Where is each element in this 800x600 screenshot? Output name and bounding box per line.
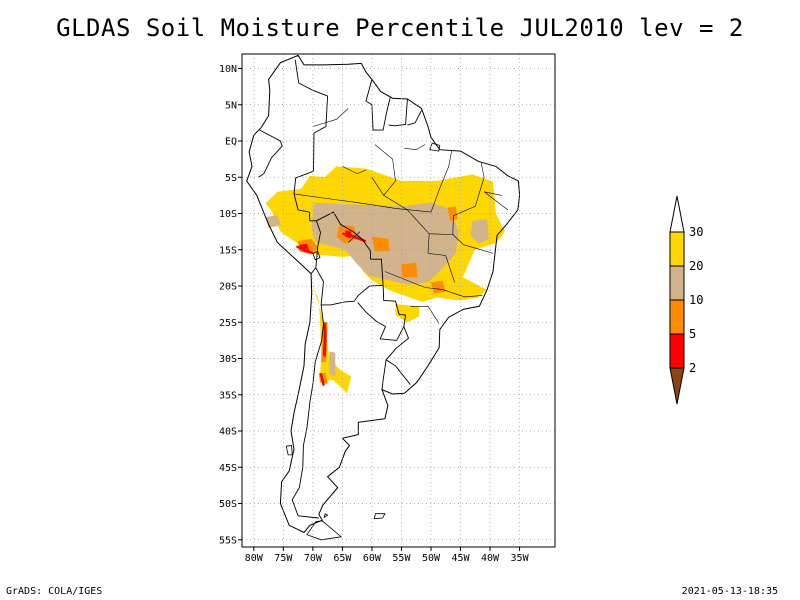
x-tick-label-8: 40W: [481, 553, 500, 564]
state-border-3: [429, 162, 485, 235]
state-border-12: [348, 231, 361, 243]
shade-region-p30-2: [395, 304, 420, 323]
y-tick-label-4: 10S: [219, 209, 237, 220]
y-tick-label-2: EQ: [225, 137, 237, 148]
colorbar-cap-bottom: [669, 367, 685, 405]
shade-region-p10-9: [401, 262, 418, 278]
x-tick-label-9: 35W: [511, 553, 530, 564]
footer-credit: GrADS: COLA/IGES: [6, 586, 103, 597]
y-tick-label-0: 10N: [219, 64, 237, 75]
y-tick-label-5: 15S: [219, 245, 237, 256]
y-tick-label-13: 55S: [219, 535, 237, 546]
shade-streak-p5-3: [319, 373, 325, 386]
continent-coastline: [246, 54, 521, 534]
y-tick-label-11: 45S: [219, 463, 237, 474]
island-or-lake-3: [373, 513, 386, 520]
country-border-1: [365, 79, 391, 131]
y-tick-label-10: 40S: [219, 427, 237, 438]
state-border-6: [410, 305, 440, 324]
colorbar-cap-top: [669, 195, 685, 233]
lat-lon-grid: [242, 54, 555, 547]
x-tick-label-4: 60W: [363, 553, 382, 564]
colorbar-segment-3: [669, 333, 685, 369]
country-border-9: [316, 211, 384, 286]
x-tick-label-2: 70W: [304, 553, 323, 564]
island-or-lake-2: [306, 520, 343, 541]
state-border-8: [404, 144, 426, 151]
map-title: GLDAS Soil Moisture Percentile JUL2010 l…: [56, 14, 744, 42]
island-or-lake-1: [323, 513, 329, 519]
country-border-4: [258, 129, 283, 178]
y-tick-label-6: 20S: [219, 282, 237, 293]
y-tick-label-3: 5S: [225, 173, 237, 184]
y-tick-label-7: 25S: [219, 318, 237, 329]
colorbar-segment-2: [669, 299, 685, 335]
shade-region-p10-11: [447, 206, 458, 221]
x-tick-label-7: 45W: [451, 553, 470, 564]
country-border-12: [385, 326, 411, 385]
x-tick-label-3: 65W: [333, 553, 352, 564]
state-border-7: [374, 144, 396, 196]
colorbar-label-5: 5: [689, 327, 696, 341]
country-border-8: [291, 304, 324, 519]
colorbar-segment-1: [669, 265, 685, 301]
country-border-0: [294, 59, 329, 172]
colorbar-segment-0: [669, 231, 685, 267]
state-border-9: [483, 191, 508, 211]
shade-region-p20-5: [265, 215, 281, 228]
colorbar-label-20: 20: [689, 259, 703, 273]
footer-timestamp: 2021-05-13-18:35: [681, 586, 778, 597]
country-border-5: [293, 170, 317, 222]
state-border-5: [384, 271, 483, 298]
colorbar: 30 20 10 5 2: [669, 195, 703, 405]
country-border-3: [407, 110, 422, 126]
y-tick-label-1: 5N: [225, 100, 237, 111]
shade-region-p10-8: [371, 236, 390, 252]
country-border-11: [357, 285, 407, 341]
shade-streak-p5-2: [323, 322, 327, 357]
island-or-lake-5: [285, 445, 293, 456]
colorbar-label-30: 30: [689, 225, 703, 239]
coastlines-and-borders: [246, 54, 521, 541]
x-tick-label-1: 75W: [274, 553, 293, 564]
x-tick-label-6: 50W: [422, 553, 441, 564]
country-border-6: [315, 220, 324, 305]
plot-frame: [241, 53, 556, 548]
shade-region-p20-4: [470, 219, 489, 244]
x-tick-label-0: 80W: [245, 553, 264, 564]
x-tick-label-5: 55W: [392, 553, 411, 564]
state-border-10: [342, 166, 367, 174]
y-tick-label-9: 35S: [219, 390, 237, 401]
state-border-11: [312, 108, 349, 127]
state-border-2: [430, 150, 452, 213]
country-border-13: [381, 359, 387, 390]
country-border-2: [388, 98, 408, 127]
island-or-lake-0: [312, 250, 321, 261]
shade-region-p10-12: [431, 280, 446, 294]
country-border-10: [321, 284, 384, 306]
shade-region-p30-1: [311, 282, 352, 394]
latitude-ticks: 10N 5N EQ 5S 10S 15S 20S 25S 30S 35S 40S 45S 50S 55S: [219, 64, 242, 546]
longitude-ticks: 80W 75W 70W 65W 60W 55W 50W 45W 40W 35W: [245, 547, 530, 564]
state-border-4: [452, 234, 494, 254]
shaded-regions: [265, 166, 505, 394]
colorbar-label-2: 2: [689, 361, 696, 375]
y-tick-label-12: 50S: [219, 499, 237, 510]
country-border-7: [310, 267, 317, 274]
colorbar-label-10: 10: [689, 293, 703, 307]
y-tick-label-8: 30S: [219, 354, 237, 365]
island-or-lake-4: [429, 142, 441, 152]
shade-streak-p5-0: [296, 245, 313, 254]
shade-region-p20-6: [329, 351, 336, 377]
